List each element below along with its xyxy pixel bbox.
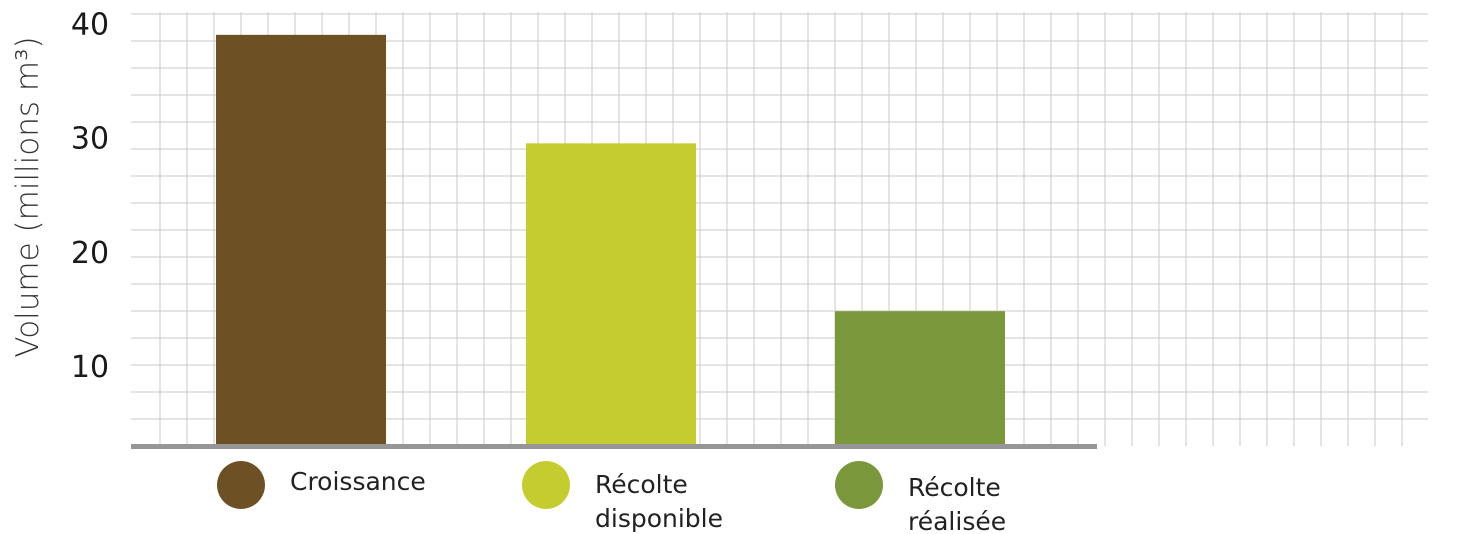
y-tick-label: 10 <box>71 350 109 385</box>
legend-label-3: réalisée <box>908 507 1006 534</box>
bars <box>216 34 1005 447</box>
y-tick-label: 40 <box>71 7 109 42</box>
y-tick-label: 30 <box>71 122 109 157</box>
legend-label-2: disponible <box>595 504 723 533</box>
bar-2 <box>526 143 696 446</box>
legend: Croissance Récolte disponible Récolte réalis… <box>217 461 1006 534</box>
y-axis-label: Volume (millions m³) <box>10 36 46 357</box>
legend-marker-2 <box>522 461 570 509</box>
bar-3 <box>835 311 1005 446</box>
legend-label-3: Récolte <box>908 473 1001 502</box>
legend-marker-3 <box>835 461 883 509</box>
legend-label-2: Récolte <box>595 470 688 499</box>
bar-1 <box>216 34 386 447</box>
y-tick-labels: 10 20 30 40 <box>71 7 109 385</box>
legend-label-1: Croissance <box>290 467 426 496</box>
y-tick-label: 20 <box>71 236 109 271</box>
legend-marker-1 <box>217 461 265 509</box>
